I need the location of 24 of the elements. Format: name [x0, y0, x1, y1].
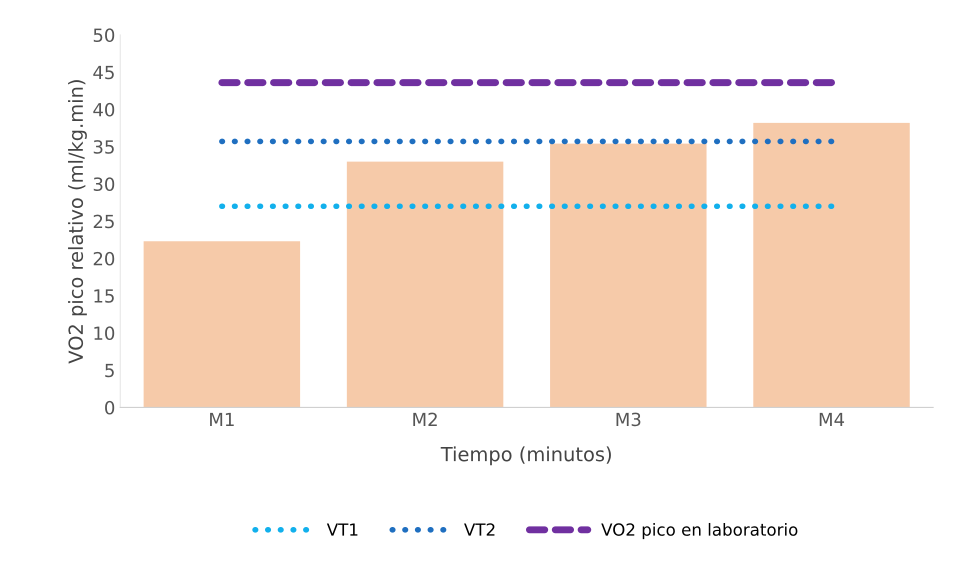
x-tick-label: M2 — [413, 412, 437, 426]
y-tick-label: 25 — [94, 214, 114, 228]
y-tick-label: 10 — [94, 326, 114, 340]
y-tick-label: 15 — [94, 289, 114, 303]
y-tick-label: 30 — [94, 177, 114, 192]
x-tick-label: M4 — [820, 412, 844, 426]
legend-label: VO2 pico en laboratorio — [601, 522, 798, 540]
legend-label: VT2 — [464, 523, 494, 536]
y-tick-label: 45 — [93, 66, 114, 80]
y-tick-label: 20 — [94, 252, 114, 266]
y-tick-label: 50 — [94, 28, 114, 42]
x-tick-label: M1 — [210, 412, 234, 426]
x-tick-label: M3 — [616, 412, 640, 426]
bar — [753, 122, 910, 408]
y-axis-title: VO2 pico relativo (ml/kg.min) — [68, 80, 87, 364]
x-axis-title: Tiempo (minutos) — [440, 446, 611, 466]
y-tick-label: 0 — [105, 400, 114, 415]
bar — [144, 241, 300, 408]
bar — [346, 162, 504, 408]
y-tick-label: 5 — [105, 364, 114, 378]
bar — [550, 144, 707, 408]
legend-label: VT1 — [326, 523, 358, 536]
y-tick-label: 40 — [93, 102, 114, 117]
y-tick-label: 35 — [94, 140, 114, 154]
